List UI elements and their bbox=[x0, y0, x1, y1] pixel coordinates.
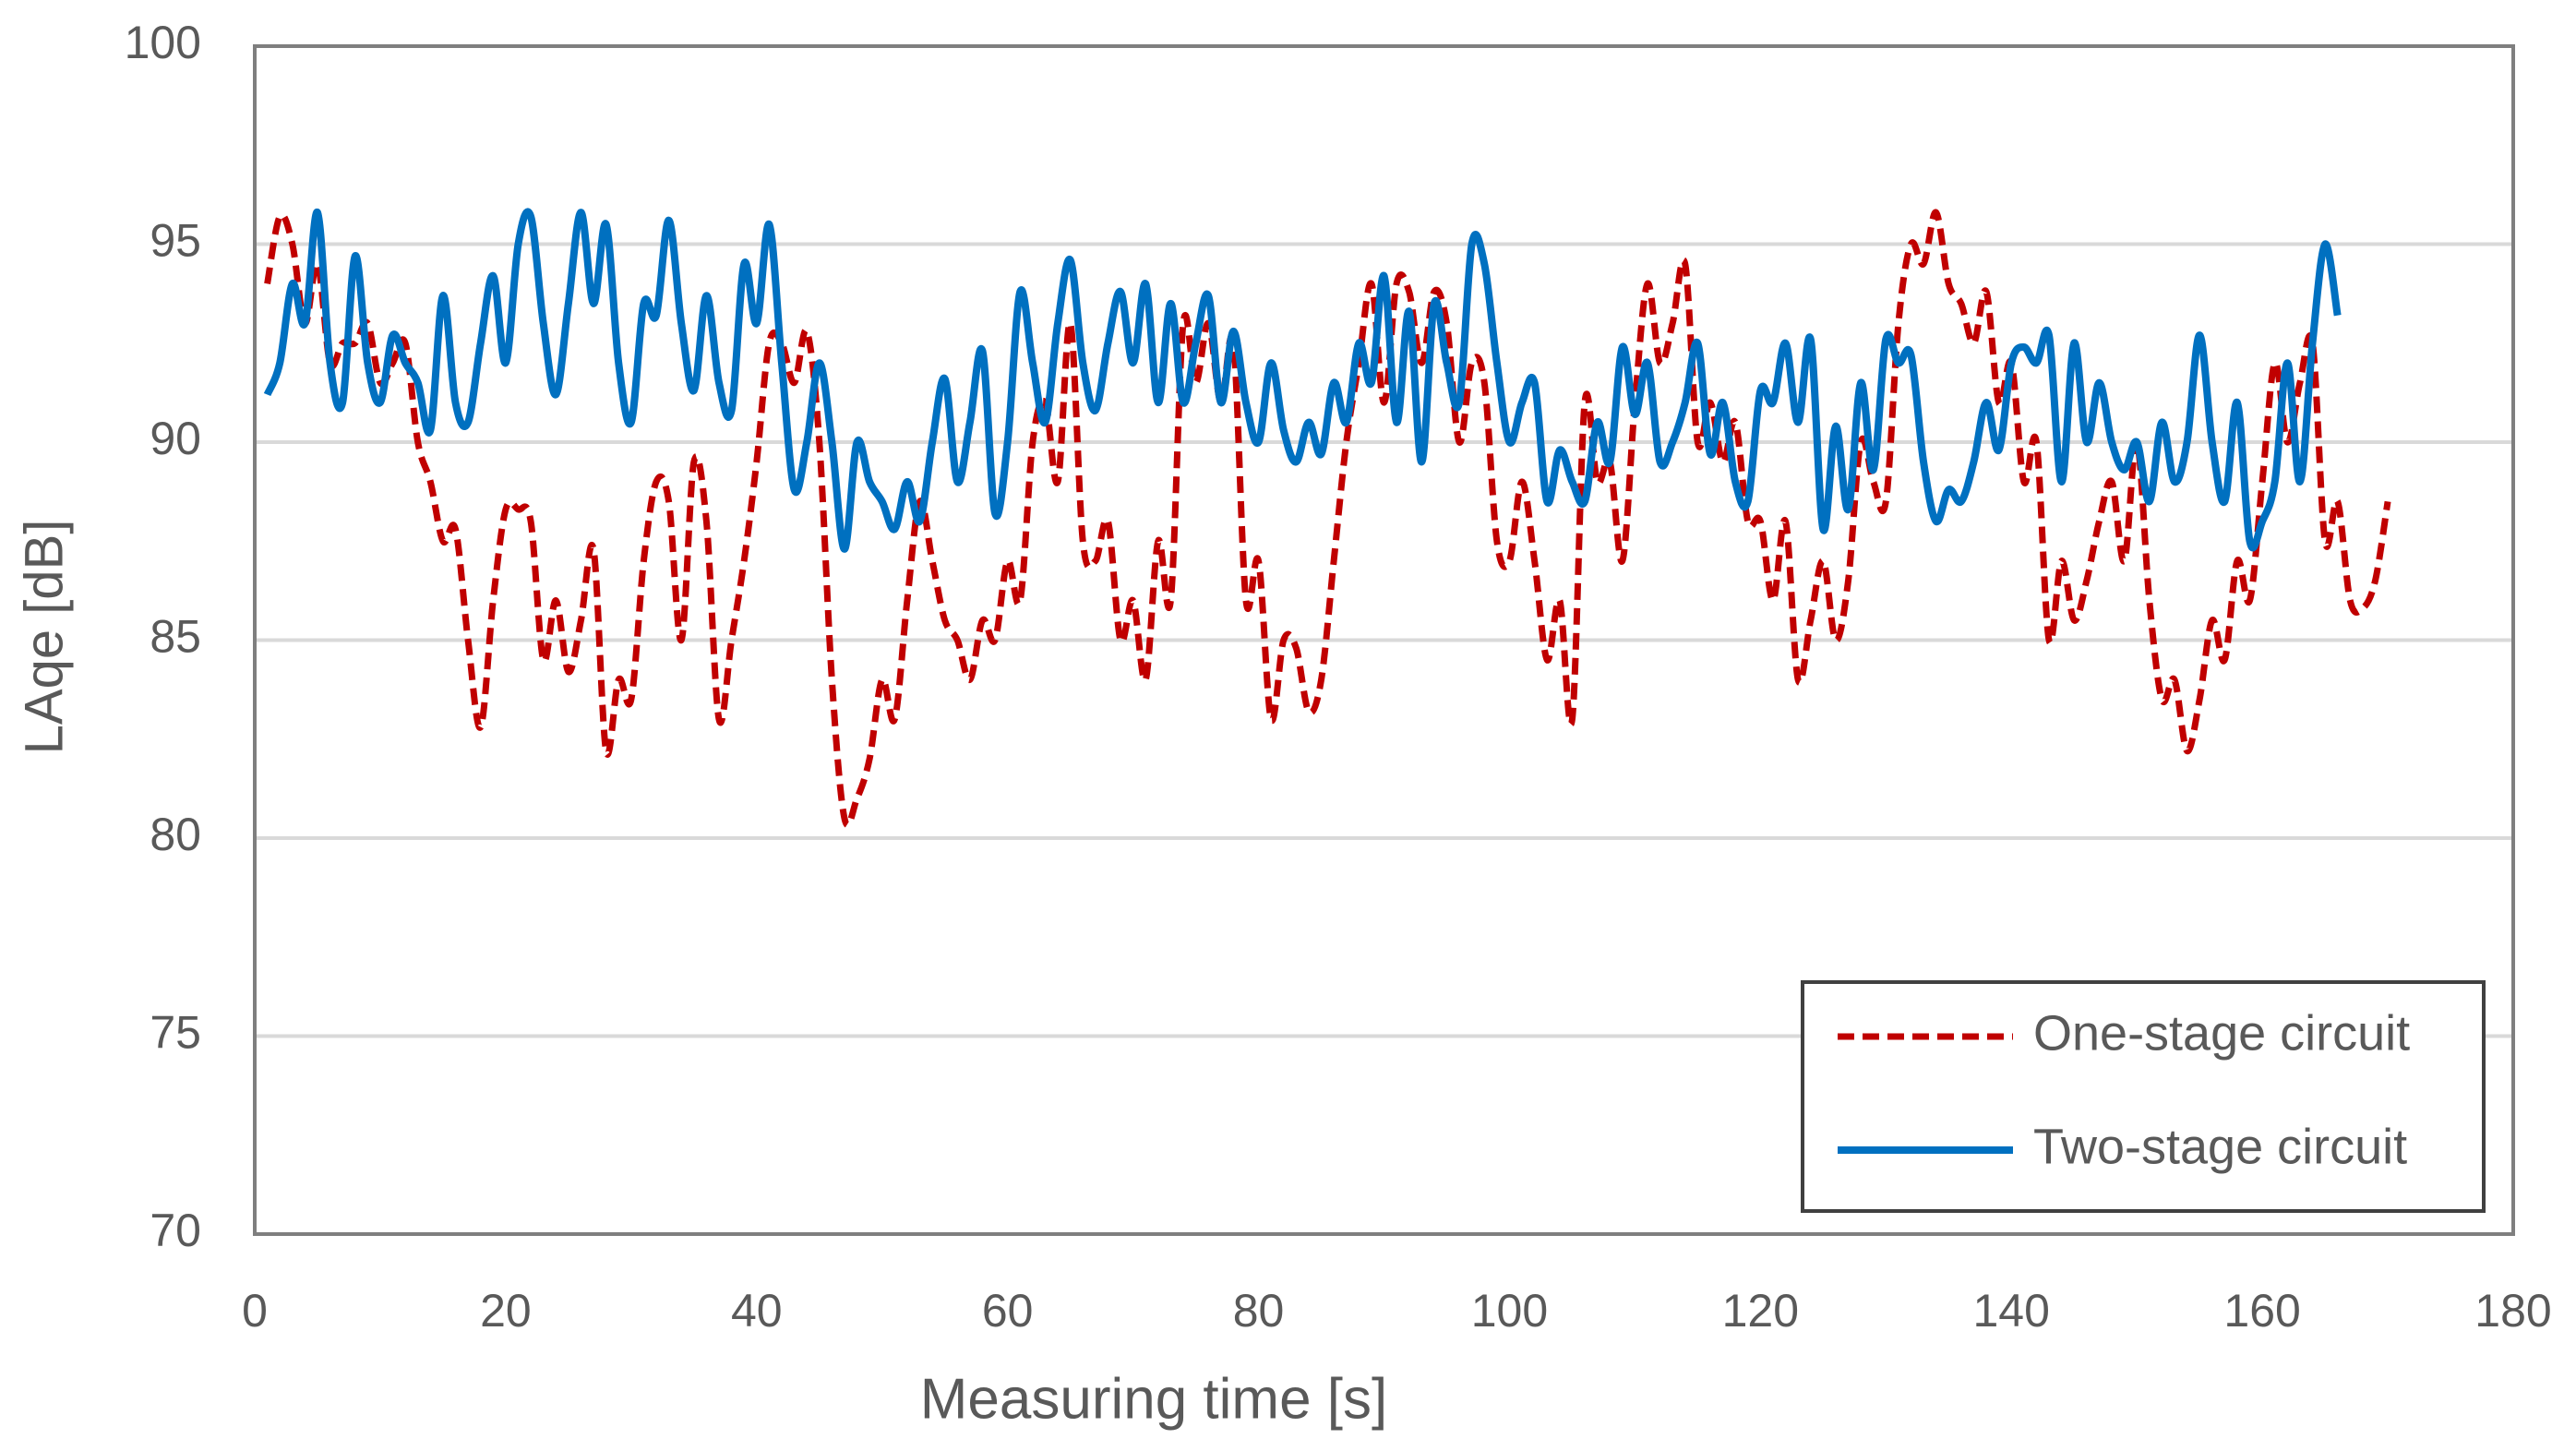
x-tick-label: 100 bbox=[1471, 1285, 1548, 1337]
x-tick-label: 120 bbox=[1722, 1285, 1799, 1337]
legend-label: Two-stage circuit bbox=[2033, 1119, 2407, 1174]
x-tick-label: 140 bbox=[1973, 1285, 2050, 1337]
x-tick-label: 180 bbox=[2474, 1285, 2551, 1337]
series-line bbox=[263, 208, 2342, 553]
y-tick-label: 80 bbox=[150, 809, 201, 860]
y-tick-label: 90 bbox=[150, 413, 201, 464]
y-tick-label: 85 bbox=[150, 611, 201, 663]
x-axis-label: Measuring time [s] bbox=[920, 1367, 1388, 1431]
x-tick-label: 80 bbox=[1233, 1285, 1285, 1337]
x-tick-label: 20 bbox=[480, 1285, 532, 1337]
y-tick-label: 70 bbox=[150, 1205, 201, 1256]
x-tick-label: 60 bbox=[982, 1285, 1034, 1337]
series-line bbox=[264, 209, 2391, 829]
x-tick-label: 40 bbox=[731, 1285, 783, 1337]
legend-label: One-stage circuit bbox=[2033, 1005, 2410, 1061]
y-tick-label: 100 bbox=[125, 17, 201, 68]
y-tick-label: 75 bbox=[150, 1007, 201, 1059]
y-tick-label: 95 bbox=[150, 215, 201, 267]
plot-border bbox=[253, 44, 2515, 1236]
legend-box bbox=[1801, 980, 2486, 1213]
y-axis-label: LAqe [dB] bbox=[14, 520, 74, 755]
x-tick-label: 0 bbox=[242, 1285, 268, 1337]
x-tick-label: 160 bbox=[2223, 1285, 2300, 1337]
